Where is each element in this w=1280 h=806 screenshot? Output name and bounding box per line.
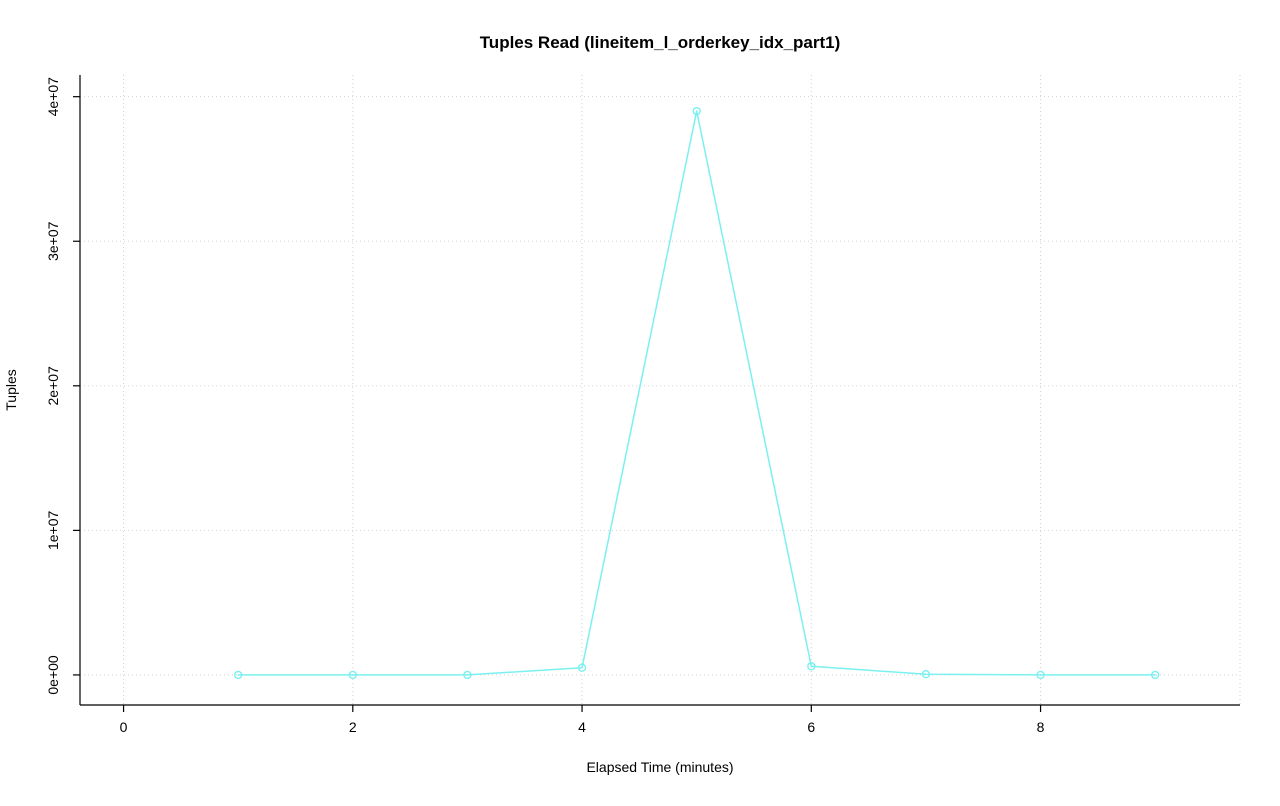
x-axis-label: Elapsed Time (minutes) bbox=[586, 759, 733, 775]
x-tick-label: 4 bbox=[578, 719, 586, 735]
data-point bbox=[577, 663, 587, 672]
x-tick-label: 2 bbox=[349, 719, 357, 735]
y-tick-label: 3e+07 bbox=[45, 221, 61, 261]
data-point bbox=[1150, 670, 1160, 680]
series-layer bbox=[233, 106, 1160, 680]
y-tick-label: 4e+07 bbox=[45, 77, 61, 117]
series-line bbox=[237, 110, 1156, 676]
data-point bbox=[348, 670, 358, 680]
x-tick-label: 0 bbox=[120, 719, 128, 735]
axis-layer: 0 2 4 6 8 0e+00 1e+07 2e+07 3e+07 4e+07 bbox=[45, 75, 1240, 735]
grid-layer bbox=[80, 75, 1241, 705]
y-tick-label: 2e+07 bbox=[45, 366, 61, 406]
x-tick-label: 6 bbox=[807, 719, 815, 735]
y-tick-label: 1e+07 bbox=[45, 510, 61, 550]
data-point bbox=[692, 106, 701, 116]
data-point bbox=[1036, 670, 1045, 680]
data-point bbox=[233, 670, 243, 680]
y-tick-label: 0e+00 bbox=[45, 655, 61, 695]
data-point bbox=[463, 670, 472, 680]
x-tick-label: 8 bbox=[1037, 719, 1045, 735]
data-point bbox=[807, 662, 816, 671]
data-point bbox=[921, 670, 931, 679]
y-axis-label: Tuples bbox=[3, 369, 19, 411]
chart-title: Tuples Read (lineitem_l_orderkey_idx_par… bbox=[480, 33, 841, 52]
